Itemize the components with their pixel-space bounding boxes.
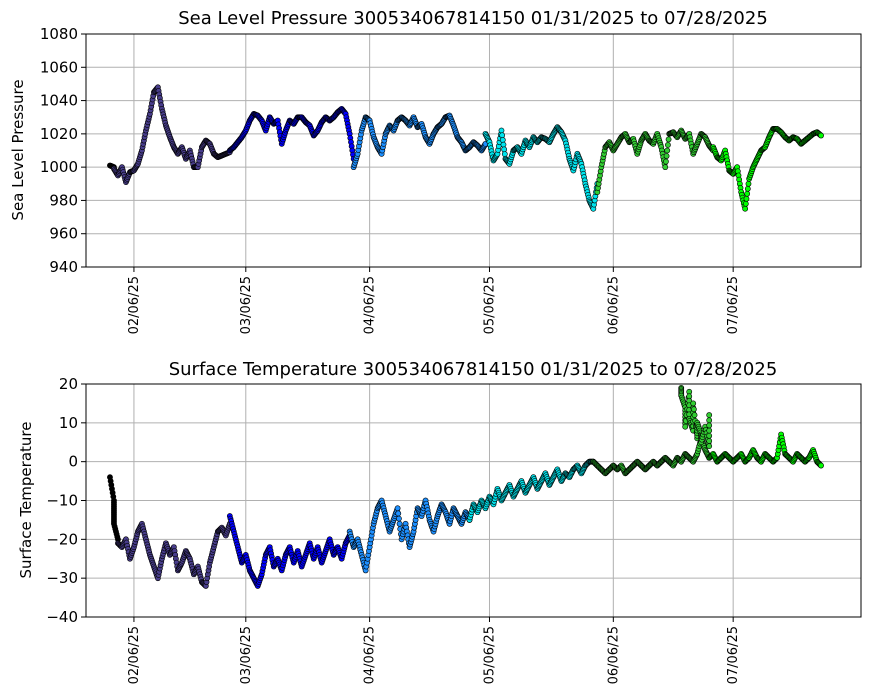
data-point — [818, 132, 824, 139]
data-point — [396, 520, 403, 527]
data-point — [499, 137, 506, 143]
data-point — [501, 151, 508, 158]
data-point — [662, 164, 669, 171]
series-group — [226, 513, 353, 589]
temperature-chart-title: Surface Temperature 300534067814150 01/3… — [169, 359, 778, 380]
data-point — [742, 205, 749, 212]
temperature-chart: Surface Temperature 300534067814150 01/3… — [17, 359, 862, 684]
data-point — [664, 147, 671, 154]
data-point — [499, 132, 506, 139]
data-point — [682, 423, 689, 430]
y-tick-label: 1080 — [40, 25, 78, 43]
x-tick-label: 03/06/25 — [239, 276, 254, 334]
pressure-chart-title: Sea Level Pressure 300534067814150 01/31… — [178, 8, 768, 29]
x-tick-label: 04/06/25 — [363, 626, 378, 684]
y-tick-label: −20 — [46, 530, 78, 548]
y-tick-label: −40 — [46, 608, 78, 626]
data-point — [743, 195, 750, 202]
data-point — [706, 443, 713, 450]
data-point — [691, 412, 698, 418]
x-tick-label: 07/06/25 — [726, 276, 741, 334]
series-group — [346, 497, 473, 574]
data-point — [665, 142, 671, 148]
data-point — [818, 462, 824, 469]
data-point — [394, 505, 401, 512]
y-tick-label: 1040 — [40, 92, 78, 110]
y-tick-label: 1060 — [40, 58, 78, 76]
data-point — [745, 180, 752, 187]
y-tick-label: 940 — [49, 258, 78, 276]
x-tick-label: 05/06/25 — [482, 276, 497, 334]
y-tick-label: 1020 — [40, 125, 78, 143]
y-tick-label: 960 — [49, 225, 78, 243]
data-point — [706, 417, 713, 424]
y-tick-label: −10 — [46, 492, 78, 510]
data-point — [665, 136, 672, 143]
data-point — [744, 190, 751, 197]
series-group — [107, 474, 121, 543]
series-group — [590, 435, 713, 477]
series-group — [678, 384, 713, 450]
y-tick-label: 1000 — [40, 158, 78, 176]
series-group — [111, 84, 233, 186]
data-point — [706, 427, 713, 434]
x-tick-label: 04/06/25 — [363, 276, 378, 334]
pressure-chart-ylabel: Sea Level Pressure — [9, 79, 27, 220]
x-tick-label: 02/06/25 — [127, 276, 142, 334]
x-tick-label: 07/06/25 — [726, 626, 741, 684]
data-point — [706, 412, 713, 418]
x-tick-label: 05/06/25 — [482, 626, 497, 684]
temperature-y-ticks: −40 −30 −20 −10 0 10 20 — [46, 375, 86, 626]
data-point — [690, 400, 697, 407]
pressure-y-ticks: 940 960 980 1000 1020 1040 1060 1080 — [40, 25, 86, 276]
data-point — [663, 153, 670, 159]
data-point — [395, 510, 402, 517]
data-point — [706, 432, 713, 439]
series-group — [594, 127, 717, 196]
y-tick-label: −30 — [46, 569, 78, 587]
series-group — [710, 125, 824, 212]
data-point — [396, 515, 402, 522]
temperature-data-points — [107, 384, 824, 589]
data-point — [706, 438, 713, 444]
data-point — [744, 185, 751, 192]
data-point — [742, 200, 749, 207]
x-tick-label: 06/06/25 — [606, 276, 621, 334]
pressure-data-points — [107, 84, 824, 212]
data-point — [501, 146, 508, 153]
x-tick-label: 06/06/25 — [606, 626, 621, 684]
series-group — [482, 124, 601, 212]
data-point — [663, 158, 669, 165]
series-group — [466, 458, 597, 523]
y-tick-label: 980 — [49, 191, 78, 209]
temperature-chart-ylabel: Surface Temperature — [17, 422, 35, 579]
data-point — [706, 422, 713, 429]
data-point — [690, 406, 697, 413]
data-point — [498, 127, 505, 134]
series-group — [115, 520, 233, 589]
series-group — [226, 105, 357, 162]
y-tick-label: 0 — [68, 453, 78, 471]
x-tick-label: 03/06/25 — [239, 626, 254, 684]
y-tick-label: 10 — [59, 414, 78, 432]
data-point — [500, 141, 507, 148]
x-tick-label: 02/06/25 — [127, 626, 142, 684]
pressure-plot-frame — [85, 33, 862, 268]
y-tick-label: 20 — [59, 375, 78, 393]
series-group — [350, 112, 489, 171]
series-group — [706, 431, 824, 469]
pressure-chart: Sea Level Pressure 300534067814150 01/31… — [9, 8, 862, 334]
pressure-x-ticks: 02/06/25 03/06/25 04/06/25 05/06/25 06/06/25… — [127, 267, 741, 334]
temperature-x-ticks: 02/06/25 03/06/25 04/06/25 05/06/25 06/06/25… — [127, 617, 741, 684]
